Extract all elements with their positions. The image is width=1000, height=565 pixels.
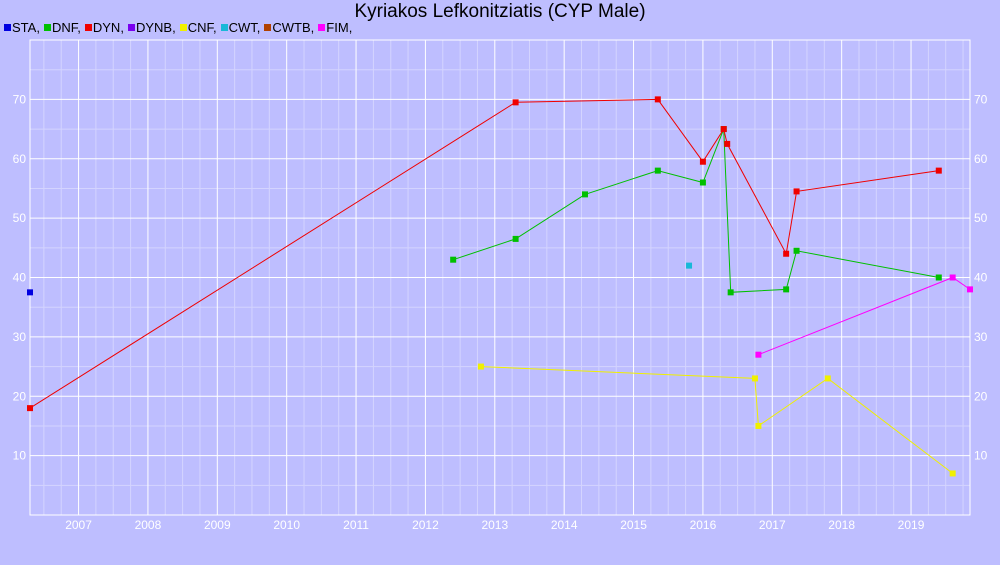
legend-swatch xyxy=(264,24,272,31)
legend-swatch xyxy=(220,24,228,31)
x-tick-label: 2007 xyxy=(65,518,92,532)
legend-label: CNF xyxy=(187,20,213,35)
legend-swatch xyxy=(179,24,187,31)
chart-title: Kyriakos Lefkonitziatis (CYP Male) xyxy=(354,1,646,22)
y-tick-label-left: 30 xyxy=(13,330,27,344)
data-point-dnf xyxy=(512,235,519,242)
legend-label: STA xyxy=(12,20,37,35)
y-tick-label-right: 10 xyxy=(974,449,988,463)
legend-item-dnf: DNF, xyxy=(43,20,81,35)
legend-label: DYNB xyxy=(135,20,173,35)
data-point-dnf xyxy=(793,247,800,254)
data-point-dyn xyxy=(720,126,727,133)
data-point-dyn xyxy=(935,167,942,174)
x-tick-label: 2013 xyxy=(481,518,508,532)
data-point-dnf xyxy=(654,167,661,174)
legend-label: DNF xyxy=(51,20,78,35)
y-tick-label-left: 10 xyxy=(13,449,27,463)
y-tick-label-right: 70 xyxy=(974,92,988,106)
y-tick-label-left: 70 xyxy=(13,92,27,106)
data-point-cnf xyxy=(751,375,758,382)
x-tick-label: 2009 xyxy=(204,518,231,532)
x-tick-label: 2018 xyxy=(828,518,855,532)
data-point-dnf xyxy=(727,289,734,296)
x-tick-label: 2015 xyxy=(620,518,647,532)
legend-item-dynb: DYNB, xyxy=(127,20,176,35)
data-point-dyn xyxy=(699,158,706,165)
legend-separator: , xyxy=(172,20,176,35)
legend-swatch xyxy=(4,24,11,31)
y-tick-label-right: 60 xyxy=(974,152,988,166)
data-point-dnf xyxy=(450,256,457,263)
legend-item-cwt: CWT, xyxy=(220,20,261,35)
legend-separator: , xyxy=(256,20,261,35)
plot-frame xyxy=(29,39,971,516)
y-tick-label-left: 60 xyxy=(13,152,27,166)
data-point-dyn xyxy=(654,96,661,103)
data-point-dnf xyxy=(783,286,790,293)
data-point-dyn xyxy=(783,250,790,257)
legend-item-fim: FIM, xyxy=(318,20,352,35)
data-point-cnf xyxy=(755,422,762,429)
legend: STA, DNF, DYN, DYNB, CNF, CWT, CWTB, FIM, xyxy=(4,20,356,35)
legend-item-cnf: CNF, xyxy=(179,20,217,35)
x-tick-label: 2019 xyxy=(898,518,925,532)
legend-label: FIM xyxy=(326,20,349,35)
x-tick-label: 2017 xyxy=(759,518,786,532)
data-point-dyn xyxy=(27,405,33,412)
y-tick-label-right: 40 xyxy=(974,271,988,285)
data-point-cnf xyxy=(477,363,484,370)
data-point-dnf xyxy=(935,274,942,281)
x-tick-label: 2014 xyxy=(551,518,578,532)
y-tick-label-right: 50 xyxy=(974,211,988,225)
x-tick-label: 2012 xyxy=(412,518,439,532)
data-point-fim xyxy=(949,274,956,281)
legend-separator: , xyxy=(310,20,315,35)
legend-separator: , xyxy=(120,20,124,35)
legend-swatch xyxy=(318,24,326,31)
x-tick-label: 2011 xyxy=(343,518,369,532)
legend-label: DYN xyxy=(92,20,121,35)
x-tick-label: 2010 xyxy=(273,518,300,532)
data-point-dnf xyxy=(581,191,588,198)
legend-separator: , xyxy=(77,20,81,35)
data-point-sta xyxy=(27,289,33,296)
data-point-dnf xyxy=(699,179,706,186)
legend-label: CWT xyxy=(228,20,257,35)
y-tick-label-left: 50 xyxy=(13,211,27,225)
legend-separator: , xyxy=(36,20,40,35)
legend-item-cwtb: CWTB, xyxy=(264,20,314,35)
legend-item-dyn: DYN, xyxy=(84,20,124,35)
series-line-dnf xyxy=(453,128,939,293)
y-tick-label-left: 20 xyxy=(13,389,27,403)
legend-separator: , xyxy=(348,20,353,35)
x-tick-label: 2008 xyxy=(135,518,162,532)
series-line-cnf xyxy=(480,366,954,474)
series-line-dyn xyxy=(29,98,939,409)
data-point-dyn xyxy=(724,140,731,147)
legend-item-sta: STA, xyxy=(4,20,40,35)
x-tick-label: 2016 xyxy=(690,518,717,532)
data-point-cnf xyxy=(824,375,831,382)
series-line-fim xyxy=(758,276,971,356)
data-point-fim xyxy=(755,351,762,358)
data-point-dyn xyxy=(793,188,800,195)
y-tick-label-left: 40 xyxy=(13,271,27,285)
data-point-fim xyxy=(967,286,973,293)
data-point-cwt xyxy=(686,262,693,269)
legend-swatch xyxy=(127,24,135,31)
legend-separator: , xyxy=(212,20,217,35)
data-point-cnf xyxy=(949,470,956,477)
y-tick-label-right: 20 xyxy=(974,389,988,403)
legend-swatch xyxy=(43,24,51,31)
legend-label: CWTB xyxy=(272,20,311,35)
legend-swatch xyxy=(84,24,92,31)
y-tick-label-right: 30 xyxy=(974,330,988,344)
data-point-dyn xyxy=(512,99,519,106)
